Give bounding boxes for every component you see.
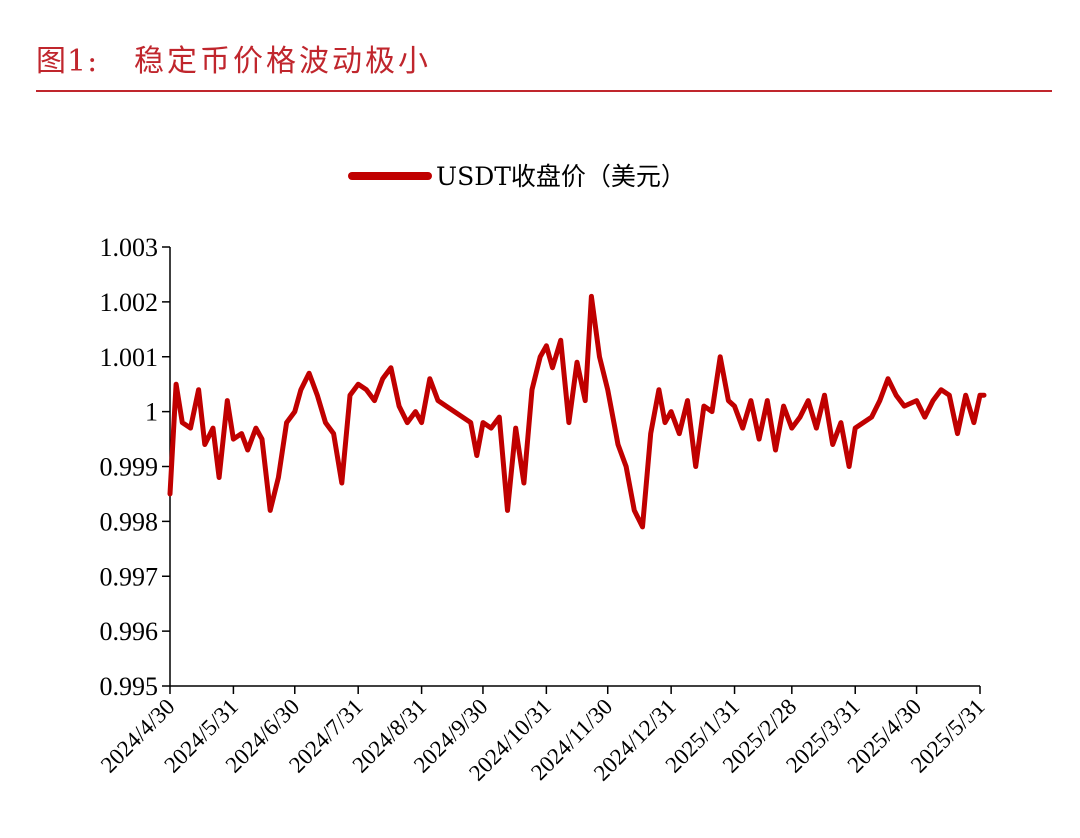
y-tick-label: 0.999	[100, 453, 159, 482]
axes	[169, 247, 980, 687]
y-tick-label: 0.998	[100, 507, 159, 536]
figure-label: 图1:	[36, 44, 99, 79]
y-axis-ticks: 1.003 1.002 1.001 1 0.999 0.998 0.997 0.996 0.99…	[100, 233, 170, 701]
y-tick-label: 0.997	[100, 562, 159, 591]
y-tick-label: 1.003	[100, 233, 159, 262]
y-tick-label: 0.996	[100, 617, 159, 646]
legend: USDT收盘价（美元）	[348, 162, 686, 191]
figure-title: 稳定币价格波动极小	[134, 44, 431, 79]
legend-label: USDT收盘价（美元）	[436, 162, 686, 191]
series-group	[167, 293, 987, 530]
y-tick-label: 1.002	[100, 288, 159, 317]
figure-header: 图1: 稳定币价格波动极小	[36, 28, 1052, 92]
series-line-usdt	[167, 293, 987, 530]
y-tick-label: 0.995	[100, 672, 159, 701]
x-axis-ticks: 2024/4/302024/5/312024/6/302024/7/312024…	[96, 686, 990, 786]
y-tick-label: 1.001	[100, 343, 159, 372]
y-tick-label: 1	[145, 398, 158, 427]
